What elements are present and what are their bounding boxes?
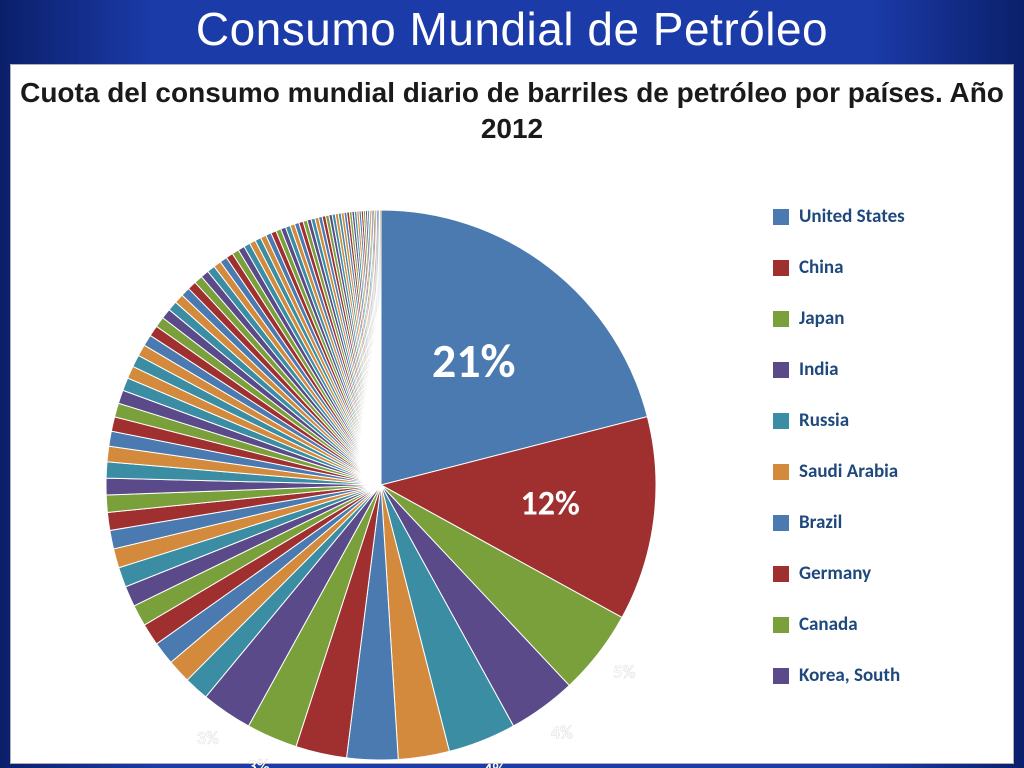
pie-slice-label: 3% xyxy=(197,727,219,749)
legend-label: Germany xyxy=(799,562,871,585)
pie-wrap: 21%12%5%4%4%3%3%3%3%3% xyxy=(71,185,711,765)
legend-swatch xyxy=(773,668,789,684)
legend-item: Brazil xyxy=(773,511,993,534)
slide-title: Consumo Mundial de Petróleo xyxy=(0,2,1024,56)
legend-item: United States xyxy=(773,205,993,228)
pie-slice-label: 21% xyxy=(432,331,516,390)
legend: United States China Japan India Russia Saudi … xyxy=(773,205,993,715)
legend-item: Germany xyxy=(773,562,993,585)
legend-item: Saudi Arabia xyxy=(773,460,993,483)
legend-item: Korea, South xyxy=(773,664,993,687)
pie-slice-label: 12% xyxy=(521,484,580,525)
legend-label: Saudi Arabia xyxy=(799,460,898,483)
legend-label: Japan xyxy=(799,307,844,330)
legend-swatch xyxy=(773,617,789,633)
legend-item: India xyxy=(773,358,993,381)
legend-label: United States xyxy=(799,205,905,228)
pie-slice-label: 4% xyxy=(551,722,573,744)
legend-swatch xyxy=(773,413,789,429)
legend-swatch xyxy=(773,515,789,531)
legend-item: Canada xyxy=(773,613,993,636)
legend-item: Russia xyxy=(773,409,993,432)
chart-card: Cuota del consumo mundial diario de barr… xyxy=(10,64,1014,764)
pie-slice-label: 3% xyxy=(248,755,270,768)
legend-swatch xyxy=(773,260,789,276)
chart-title: Cuota del consumo mundial diario de barr… xyxy=(11,75,1013,148)
legend-label: Brazil xyxy=(799,511,842,534)
legend-label: India xyxy=(799,358,839,381)
title-bar: Consumo Mundial de Petróleo xyxy=(0,0,1024,56)
legend-swatch xyxy=(773,362,789,378)
pie-slice-label: 4% xyxy=(483,759,505,768)
pie-slice-label: 5% xyxy=(613,661,635,683)
legend-swatch xyxy=(773,311,789,327)
legend-swatch xyxy=(773,209,789,225)
pie-svg: 21%12%5%4%4%3%3%3%3%3% xyxy=(71,185,711,768)
legend-label: China xyxy=(799,256,844,279)
legend-label: Canada xyxy=(799,613,858,636)
legend-swatch xyxy=(773,566,789,582)
legend-swatch xyxy=(773,464,789,480)
legend-label: Russia xyxy=(799,409,849,432)
legend-label: Korea, South xyxy=(799,664,900,687)
legend-item: Japan xyxy=(773,307,993,330)
legend-item: China xyxy=(773,256,993,279)
slide: Consumo Mundial de Petróleo Cuota del co… xyxy=(0,0,1024,768)
